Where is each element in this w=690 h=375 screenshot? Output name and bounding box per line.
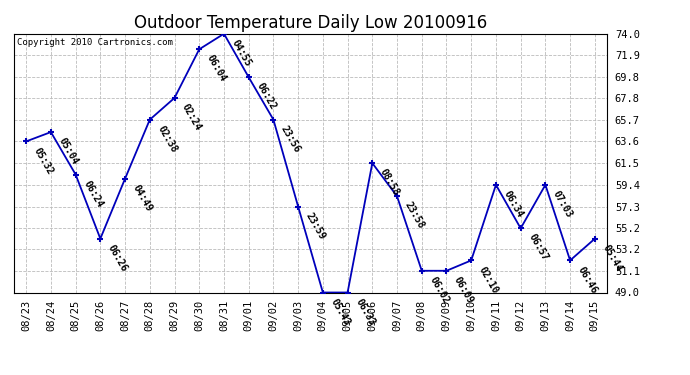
- Text: 05:44: 05:44: [600, 243, 624, 273]
- Text: 05:43: 05:43: [328, 297, 352, 327]
- Text: 05:04: 05:04: [57, 136, 80, 166]
- Text: 06:02: 06:02: [427, 275, 451, 305]
- Text: 06:57: 06:57: [526, 232, 549, 263]
- Text: 05:32: 05:32: [32, 146, 55, 176]
- Text: 23:56: 23:56: [279, 124, 302, 154]
- Text: 06:26: 06:26: [106, 243, 129, 273]
- Text: 07:03: 07:03: [551, 189, 574, 219]
- Text: 06:24: 06:24: [81, 178, 104, 209]
- Title: Outdoor Temperature Daily Low 20100916: Outdoor Temperature Daily Low 20100916: [134, 14, 487, 32]
- Text: 04:55: 04:55: [230, 38, 253, 68]
- Text: 06:22: 06:22: [254, 81, 277, 112]
- Text: 23:58: 23:58: [402, 200, 426, 231]
- Text: 23:59: 23:59: [304, 211, 327, 241]
- Text: 06:04: 06:04: [205, 54, 228, 84]
- Text: 06:09: 06:09: [452, 275, 475, 305]
- Text: Copyright 2010 Cartronics.com: Copyright 2010 Cartronics.com: [17, 38, 172, 46]
- Text: 02:38: 02:38: [155, 124, 179, 154]
- Text: 08:58: 08:58: [378, 167, 401, 198]
- Text: 02:24: 02:24: [180, 102, 204, 132]
- Text: 06:33: 06:33: [353, 297, 377, 327]
- Text: 06:34: 06:34: [502, 189, 525, 219]
- Text: 02:10: 02:10: [477, 265, 500, 295]
- Text: 04:49: 04:49: [130, 183, 154, 213]
- Text: 06:46: 06:46: [575, 265, 599, 295]
